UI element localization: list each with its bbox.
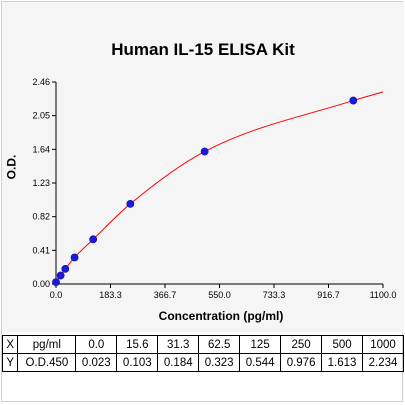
data-point (70, 253, 79, 262)
y-tick-label: 0.00 (32, 279, 50, 289)
table-cell: 1.613 (321, 353, 364, 372)
table-cell: 0.023 (75, 353, 118, 372)
x-tick-label: 366.7 (154, 290, 177, 300)
data-point (126, 199, 135, 208)
plot-panel: Human IL-15 ELISA Kit O.D. Concentration… (2, 2, 404, 332)
table-cell: 15.6 (116, 335, 159, 354)
data-point (89, 235, 98, 244)
table-cell: 62.5 (198, 335, 241, 354)
data-point (56, 271, 65, 280)
table-cell: 250 (280, 335, 323, 354)
y-tick-label: 0.41 (32, 245, 50, 255)
table-cell: pg/ml (17, 335, 77, 354)
table-cell: 0.544 (239, 353, 282, 372)
table-cell: 0.323 (198, 353, 241, 372)
chart-svg: 0.00 0.41 0.82 1.23 1.64 2.05 2.46 0.0 183.3 366.… (32, 77, 397, 300)
table-row: Y O.D.450 0.023 0.103 0.184 0.323 0.544 0.976 1.… (1, 353, 404, 372)
fit-curve (55, 91, 384, 283)
y-tick-label: 2.46 (32, 77, 50, 87)
table-cell: X (1, 335, 19, 354)
x-tick-label: 733.3 (263, 290, 286, 300)
table-cell: 0.0 (75, 335, 118, 354)
y-tick-label: 2.05 (32, 111, 50, 121)
table-cell: 500 (321, 335, 364, 354)
table-cell: Y (1, 353, 19, 372)
data-point (349, 96, 358, 105)
table-cell: 0.103 (116, 353, 159, 372)
table-cell: 2.234 (362, 353, 404, 372)
x-tick-label: 183.3 (99, 290, 122, 300)
y-tick-label: 0.82 (32, 212, 50, 222)
data-point (61, 264, 70, 273)
x-tick-label: 916.7 (317, 290, 340, 300)
x-tick-label: 1100.0 (370, 290, 397, 300)
table-cell: 31.3 (157, 335, 200, 354)
data-point (200, 147, 209, 156)
chart-title: Human IL-15 ELISA Kit (111, 40, 295, 59)
data-point (52, 278, 60, 287)
y-tick-label: 1.64 (32, 144, 50, 154)
x-tick-label: 550.0 (208, 290, 231, 300)
x-axis-label: Concentration (pg/ml) (158, 309, 284, 323)
table-cell: 0.976 (280, 353, 323, 372)
y-tick-label: 1.23 (32, 178, 50, 188)
table-cell: 1000 (362, 335, 404, 354)
table-cell: O.D.450 (17, 353, 77, 372)
x-tick-label: 0.0 (50, 290, 63, 300)
table-cell: 0.184 (157, 353, 200, 372)
table-cell: 125 (239, 335, 282, 354)
